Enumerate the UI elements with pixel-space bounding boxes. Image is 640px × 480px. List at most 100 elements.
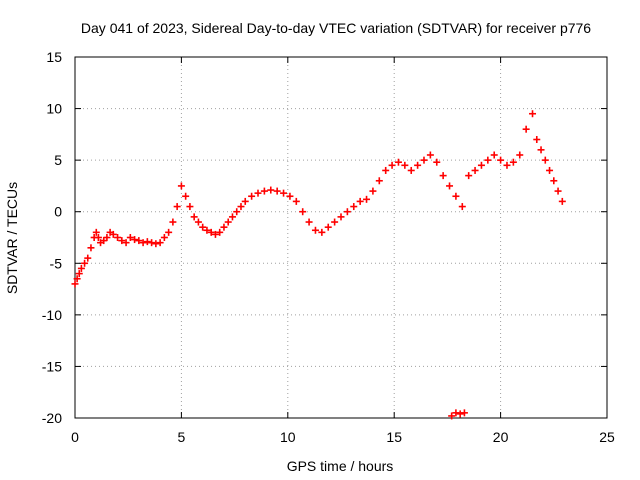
data-point xyxy=(241,197,249,205)
data-point xyxy=(458,203,466,211)
data-point xyxy=(156,239,164,247)
data-point xyxy=(503,161,511,169)
data-point xyxy=(433,158,441,166)
data-point xyxy=(73,275,81,283)
data-point xyxy=(452,409,460,417)
data-point xyxy=(318,228,326,236)
data-point xyxy=(460,409,468,417)
data-point xyxy=(260,187,268,195)
data-point xyxy=(118,237,126,245)
data-point xyxy=(81,259,89,267)
data-point xyxy=(165,228,173,236)
data-point xyxy=(267,186,275,194)
data-point xyxy=(75,270,83,278)
data-point xyxy=(456,410,464,418)
data-point xyxy=(207,228,215,236)
data-point xyxy=(407,166,415,174)
data-point xyxy=(448,412,456,420)
data-point xyxy=(286,192,294,200)
data-point xyxy=(452,192,460,200)
data-point xyxy=(233,208,241,216)
data-point xyxy=(420,156,428,164)
data-point xyxy=(131,236,139,244)
data-point xyxy=(103,234,111,241)
data-points xyxy=(71,110,566,420)
data-point xyxy=(122,239,130,247)
tick-layer xyxy=(74,56,608,419)
data-point xyxy=(356,197,364,205)
data-point xyxy=(216,228,224,236)
data-point xyxy=(114,234,122,241)
data-point xyxy=(484,156,492,164)
plot-frame xyxy=(74,56,608,419)
data-point xyxy=(199,223,207,231)
data-point xyxy=(331,218,339,226)
data-point xyxy=(299,208,307,216)
data-point xyxy=(177,182,185,190)
data-point xyxy=(529,110,537,118)
x-tick-label: 15 xyxy=(386,429,402,445)
data-point xyxy=(280,189,288,197)
data-point xyxy=(439,172,447,180)
data-point xyxy=(237,203,245,211)
data-point xyxy=(337,213,345,221)
data-point xyxy=(228,213,236,221)
chart-title: Day 041 of 2023, Sidereal Day-to-day VTE… xyxy=(81,20,591,36)
data-point xyxy=(139,239,147,247)
data-point xyxy=(554,187,562,195)
data-point xyxy=(546,166,554,174)
y-tick-label: -20 xyxy=(42,410,62,426)
data-point xyxy=(363,195,371,203)
data-point xyxy=(446,182,454,190)
data-point xyxy=(190,213,198,221)
data-point xyxy=(305,218,313,226)
x-axis-label: GPS time / hours xyxy=(287,458,394,474)
grid-layer xyxy=(75,57,607,418)
x-tick-label: 20 xyxy=(493,429,509,445)
data-point xyxy=(350,203,358,211)
x-tick-label: 0 xyxy=(71,429,79,445)
data-point xyxy=(541,156,549,164)
data-point xyxy=(84,254,92,262)
data-point xyxy=(394,158,402,166)
data-point xyxy=(558,197,566,205)
data-point xyxy=(522,125,530,133)
data-point xyxy=(77,264,85,272)
data-point xyxy=(343,208,351,216)
data-point xyxy=(148,239,156,247)
y-tick-label: 0 xyxy=(54,204,62,220)
tick-label-layer: 0 5 10 15 20 25 -20 -15 -10 -5 0 5 10 15 xyxy=(42,49,615,445)
y-tick-label: 10 xyxy=(46,101,62,117)
data-point xyxy=(533,136,541,144)
x-tick-label: 10 xyxy=(280,429,296,445)
data-point xyxy=(465,172,473,180)
data-point xyxy=(194,218,202,226)
data-point xyxy=(401,161,409,169)
data-point xyxy=(388,161,396,169)
y-tick-label: -10 xyxy=(42,307,62,323)
data-point xyxy=(292,197,300,205)
data-point xyxy=(471,166,479,174)
y-tick-label: -5 xyxy=(50,255,63,271)
data-point xyxy=(186,203,194,211)
data-point xyxy=(220,223,228,231)
data-point xyxy=(173,203,181,211)
data-point xyxy=(509,158,517,166)
data-point xyxy=(426,151,434,159)
y-tick-label: 15 xyxy=(46,49,62,65)
data-point xyxy=(109,230,117,238)
data-point xyxy=(248,192,256,200)
x-tick-label: 25 xyxy=(599,429,615,445)
data-point xyxy=(71,280,79,288)
y-tick-label: 5 xyxy=(54,152,62,168)
data-point xyxy=(152,240,160,248)
data-point xyxy=(87,244,95,252)
y-tick-label: -15 xyxy=(42,358,62,374)
data-point xyxy=(203,226,211,234)
data-point xyxy=(273,187,281,195)
data-point xyxy=(135,237,143,245)
data-point xyxy=(375,177,383,185)
x-tick-label: 5 xyxy=(178,429,186,445)
data-point xyxy=(369,187,377,195)
